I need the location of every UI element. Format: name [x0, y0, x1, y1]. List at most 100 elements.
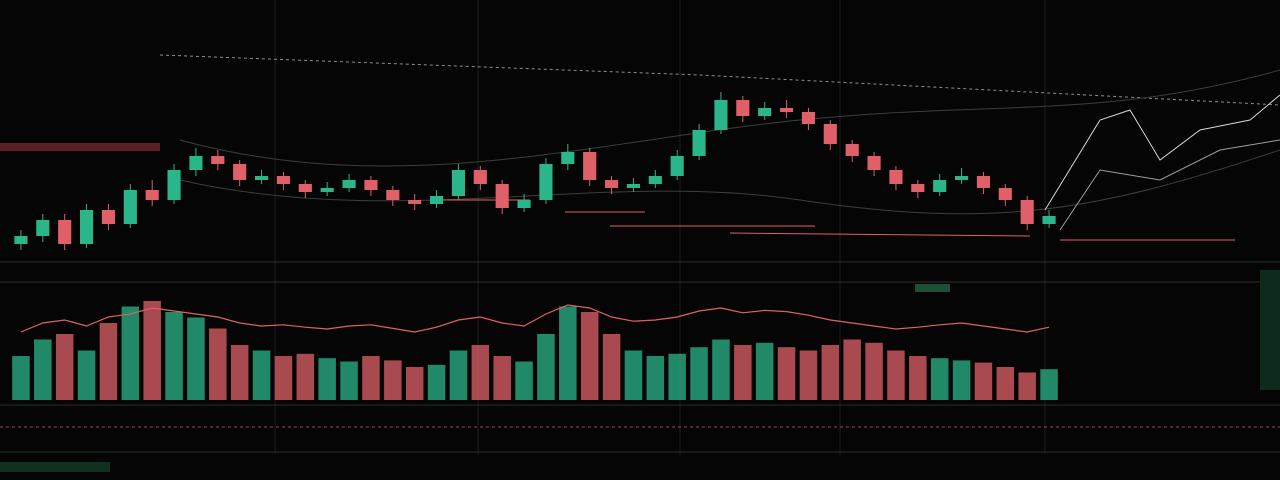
volume-bar — [843, 339, 861, 400]
volume-bar — [362, 356, 380, 400]
candle-body — [430, 196, 444, 204]
candle-body — [933, 180, 947, 192]
volume-bar — [449, 350, 468, 400]
candle-body — [386, 190, 400, 200]
volume-bar — [427, 364, 446, 400]
trend-line — [159, 54, 1280, 106]
volume-bar — [712, 339, 730, 400]
candle-body — [145, 190, 159, 200]
volume-bar — [909, 356, 927, 400]
candle-body — [911, 184, 925, 192]
candle-body — [123, 190, 137, 224]
candle-body — [101, 210, 115, 224]
volume-bar — [471, 345, 490, 400]
side-scale — [1260, 270, 1280, 390]
candle-body — [364, 180, 378, 190]
volume-bar — [121, 306, 140, 400]
candle-body — [823, 124, 837, 144]
volume-bar — [559, 306, 577, 400]
status-strip — [0, 462, 110, 472]
candle-body — [320, 188, 334, 192]
candle-body — [408, 200, 422, 204]
candle-body — [36, 220, 50, 236]
candle-body — [80, 210, 94, 244]
candle-body — [233, 164, 247, 180]
level-line — [729, 232, 1031, 237]
volume-bar — [340, 361, 358, 400]
volume-bar — [384, 360, 402, 400]
envelope — [179, 69, 1280, 167]
candle-body — [517, 200, 531, 208]
volume-bar — [887, 350, 905, 400]
volume-bar — [493, 356, 511, 400]
candle-body — [167, 170, 181, 200]
candle-body — [58, 220, 72, 244]
volume-bar — [952, 360, 971, 400]
volume-bar — [799, 350, 818, 400]
volume-bar — [515, 361, 533, 400]
volume-bar — [624, 350, 643, 400]
candle-body — [845, 144, 859, 156]
candle-body — [189, 156, 203, 170]
projection-line — [1059, 139, 1280, 231]
volume-bar — [755, 342, 774, 400]
candle-body — [648, 176, 662, 184]
candle-body — [670, 156, 684, 176]
candle-body — [889, 170, 903, 184]
candle-body — [955, 176, 969, 180]
volume-bar — [99, 323, 118, 400]
candle-body — [495, 184, 509, 208]
candle-body — [1020, 200, 1034, 224]
candle-body — [539, 164, 553, 200]
volume-bar — [12, 356, 30, 400]
candle-body — [692, 130, 706, 156]
volume-bar — [1040, 369, 1058, 400]
candle-body — [758, 108, 772, 116]
candle-body — [714, 100, 728, 130]
volume-bar — [974, 362, 993, 400]
toolbar-strip — [0, 143, 160, 151]
volume-bar — [34, 339, 52, 400]
volume-bar — [318, 358, 336, 400]
volume-bar — [209, 328, 227, 400]
candle-body — [473, 170, 487, 184]
volume-bar — [930, 358, 949, 400]
volume-bar — [187, 317, 205, 400]
candle-body — [801, 112, 815, 124]
candle-body — [867, 156, 881, 170]
volume-bar — [143, 301, 161, 400]
volume-bar — [646, 356, 665, 400]
envelope — [179, 149, 1280, 215]
candle-body — [342, 180, 356, 188]
volume-bar — [821, 345, 840, 400]
volume-bar — [996, 367, 1015, 400]
candle-body — [780, 108, 794, 112]
candle-body — [255, 176, 269, 180]
candle-body — [561, 152, 575, 164]
volume-bar — [690, 347, 708, 400]
oscillator-line — [20, 304, 1050, 333]
volume-bar — [405, 367, 424, 400]
volume-bar — [165, 312, 183, 400]
candle-body — [976, 176, 990, 188]
candle-body — [605, 180, 619, 188]
candle-body — [1042, 216, 1056, 224]
projection-line — [1044, 94, 1280, 211]
candle-body — [211, 156, 225, 164]
volume-bar — [537, 334, 555, 400]
volume-bar — [1018, 372, 1036, 400]
volume-bar — [55, 334, 74, 400]
volume-bar — [777, 347, 796, 400]
candle-body — [583, 152, 597, 180]
volume-bar — [77, 350, 96, 400]
badge — [915, 284, 950, 292]
volume-bar — [668, 353, 686, 400]
candle-body — [276, 176, 290, 184]
candle-body — [14, 236, 28, 244]
candle-body — [298, 184, 312, 192]
volume-bar — [230, 345, 249, 400]
candle-body — [736, 100, 750, 116]
